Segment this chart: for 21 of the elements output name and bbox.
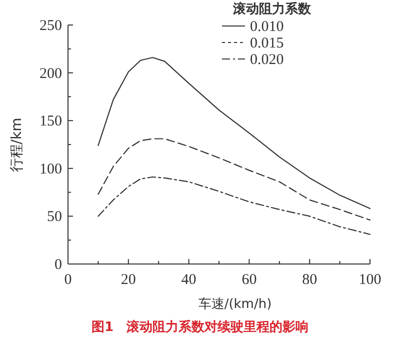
y-tick-label: 100 bbox=[40, 161, 62, 178]
x-tick-label: 0 bbox=[64, 272, 72, 288]
line-series bbox=[98, 176, 371, 235]
y-tick-label: 200 bbox=[40, 66, 62, 82]
x-tick-label: 20 bbox=[120, 272, 136, 288]
legend-label: 0.015 bbox=[250, 36, 284, 52]
x-tick-label: 60 bbox=[242, 272, 257, 288]
text: 图1 滚动阻力系数对续驶里程的影响 bbox=[91, 319, 309, 335]
line-series bbox=[98, 138, 371, 221]
x-axis-title: 车速/(km/h) bbox=[198, 297, 272, 312]
x-tick-label: 100 bbox=[358, 272, 382, 288]
x-tick-label: 80 bbox=[302, 272, 318, 288]
y-tick-label: 50 bbox=[47, 209, 62, 226]
y-tick-label: 250 bbox=[40, 18, 62, 34]
legend-label: 0.020 bbox=[250, 52, 284, 68]
legend-title: 滚动阻力系数 bbox=[232, 1, 312, 17]
y-axis-title: 行程/km bbox=[9, 118, 25, 172]
x-tick-label: 40 bbox=[181, 272, 196, 288]
y-tick-label: 0 bbox=[54, 257, 62, 273]
legend-label: 0.010 bbox=[250, 19, 284, 35]
y-tick-label: 150 bbox=[40, 114, 62, 130]
